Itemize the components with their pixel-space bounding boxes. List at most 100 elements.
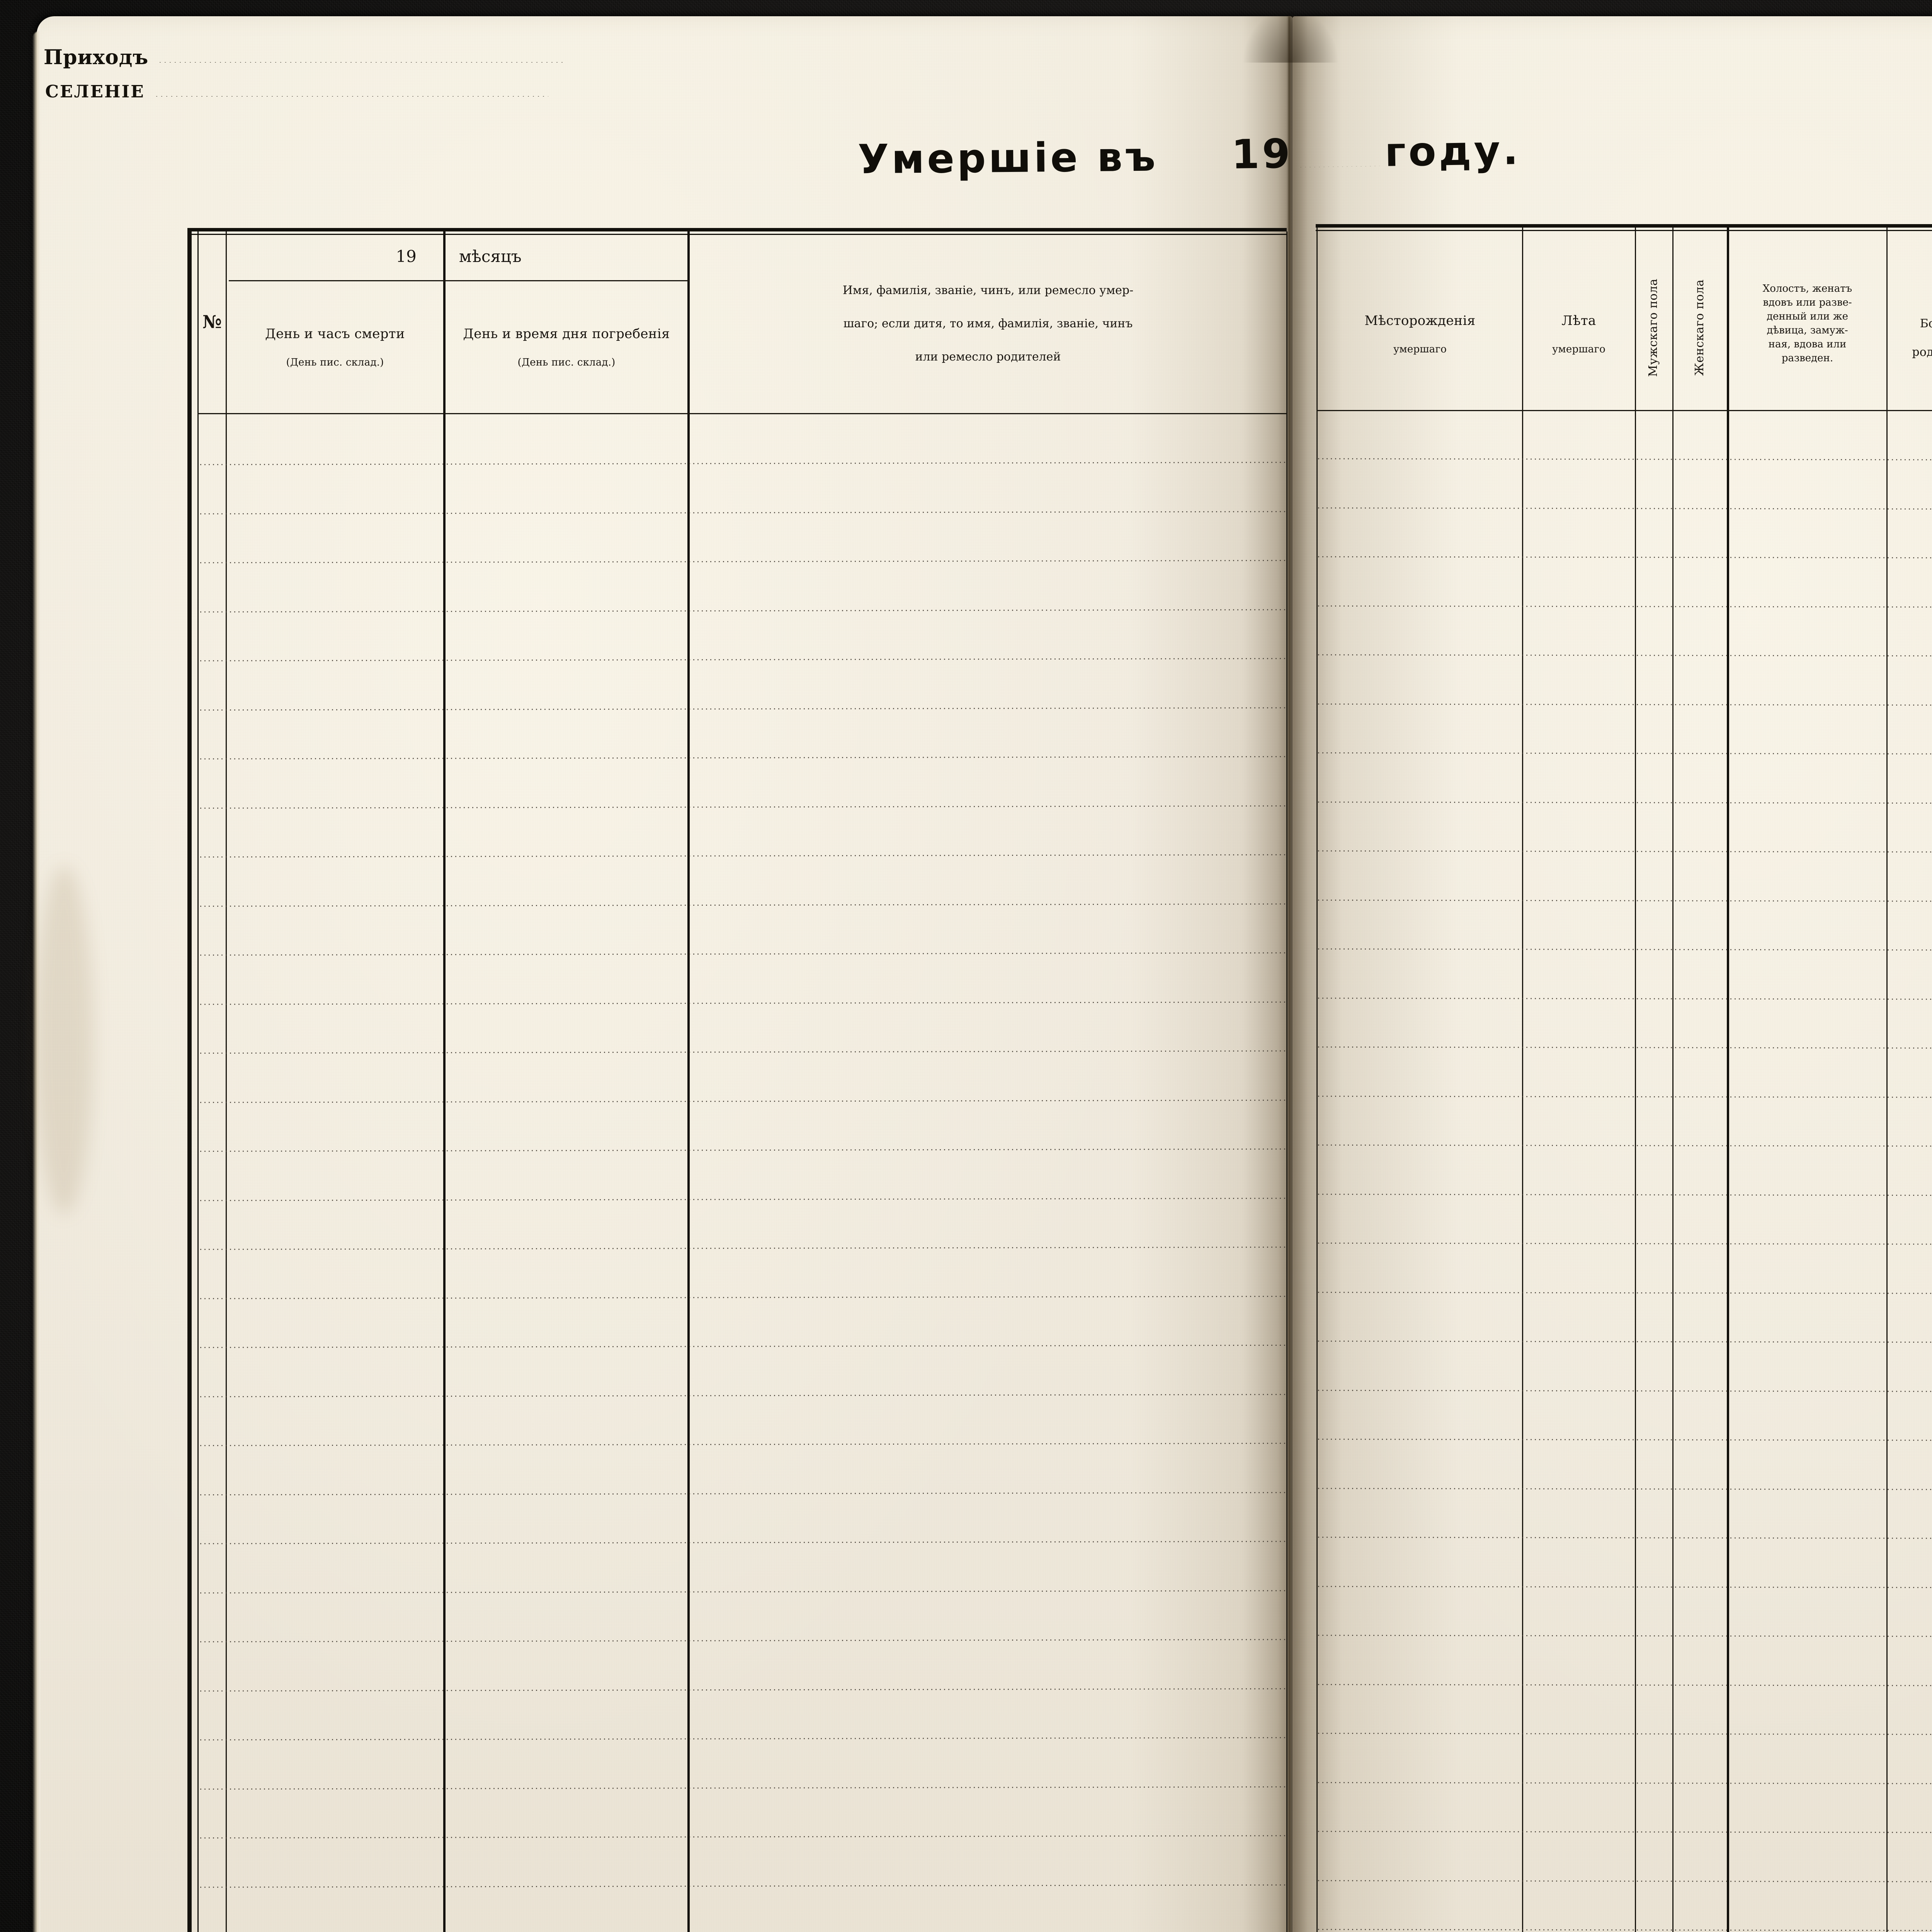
record-row-separator xyxy=(1316,1193,1932,1197)
vrule-after-age xyxy=(1635,228,1636,1932)
record-row-separator xyxy=(198,1491,1286,1496)
header-age: Лѣта умершаго xyxy=(1552,313,1606,355)
record-row-separator xyxy=(198,510,1286,515)
header-marital-status: Холостъ, женатъ вдовъ или разве- денный … xyxy=(1762,283,1852,364)
record-row-separator xyxy=(198,706,1286,711)
vrule-after-death-date xyxy=(443,231,446,1932)
record-row-separator xyxy=(198,1148,1286,1153)
record-row-separator xyxy=(1316,1781,1932,1785)
vrule-after-birthplace xyxy=(1522,228,1523,1932)
record-row-separator xyxy=(1316,703,1932,707)
header-illness-cause-of-death: Болѣзнь и родъ смерти xyxy=(1912,316,1932,359)
vrule-table-right-start xyxy=(1316,228,1318,1932)
header-female-sex: Женскаго пола xyxy=(1692,279,1706,376)
record-row-separator xyxy=(1316,1046,1932,1050)
record-row-separator xyxy=(1316,1732,1932,1736)
table-left-inner-rule xyxy=(197,231,199,1932)
record-row-separator xyxy=(198,1540,1286,1545)
header-death-day-hour: День и часъ смерти (День пис. склад.) xyxy=(265,326,405,369)
register-table-left: 19 мѣсяцъ № День и часъ смерти (День пис… xyxy=(187,228,1287,1932)
register-table-right: Мѣсторожденія умершаго Лѣта умершаго Муж… xyxy=(1316,224,1932,1932)
record-row-separator xyxy=(198,559,1286,564)
record-row-separator xyxy=(198,755,1286,760)
record-row-separator xyxy=(198,1835,1286,1839)
record-row-separator xyxy=(1316,605,1932,609)
record-row-separator xyxy=(198,1687,1286,1692)
header-bottom-rule-right xyxy=(1316,410,1932,411)
record-row-separator xyxy=(1316,1389,1932,1393)
header-number-column: № xyxy=(202,311,222,333)
record-row-separator xyxy=(1316,1683,1932,1687)
record-row-separator xyxy=(198,1589,1286,1594)
record-row-separator xyxy=(198,1638,1286,1643)
page-title-year-prefix: 19 xyxy=(1231,130,1293,178)
vrule-after-number xyxy=(226,231,227,1932)
village-label: СЕЛЕНІЕ xyxy=(45,82,145,102)
month-band-label: мѣсяцъ xyxy=(459,247,522,266)
vrule-after-marital-status xyxy=(1886,228,1888,1932)
header-male-sex: Мужскаго пола xyxy=(1646,278,1660,377)
record-row-separator xyxy=(1316,1144,1932,1148)
month-band: 19 мѣсяцъ xyxy=(229,233,689,279)
vrule-after-female xyxy=(1727,228,1729,1932)
record-row-separator xyxy=(198,1884,1286,1888)
record-row-separator xyxy=(198,1197,1286,1202)
record-row-separator xyxy=(1316,1291,1932,1295)
village-line: СЕЛЕНІЕ xyxy=(45,82,548,102)
vrule-after-burial-date xyxy=(687,231,690,1932)
parish-label: Приходъ xyxy=(44,46,149,69)
record-row-separator xyxy=(198,1099,1286,1104)
record-row-separator xyxy=(1316,1536,1932,1540)
record-row-separator xyxy=(198,952,1286,956)
record-row-separator xyxy=(198,1786,1286,1790)
record-row-separator xyxy=(198,1050,1286,1054)
record-row-separator xyxy=(1316,997,1932,1001)
record-row-separator xyxy=(198,804,1286,809)
record-row-separator xyxy=(198,1736,1286,1741)
page-title-part2: году. xyxy=(1384,126,1521,176)
parish-line: Приходъ xyxy=(44,46,564,69)
header-birthplace: Мѣсторожденія умершаго xyxy=(1364,313,1476,355)
record-row-separator xyxy=(198,608,1286,613)
record-row-separator xyxy=(1316,457,1932,462)
record-row-separator xyxy=(198,1344,1286,1349)
record-row-separator xyxy=(1316,850,1932,854)
record-row-separator xyxy=(1316,1242,1932,1246)
record-row-separator xyxy=(1316,1879,1932,1883)
record-row-separator xyxy=(198,903,1286,907)
deckled-edge-left xyxy=(32,31,40,1932)
page-title: Умершіе въ 19 году. xyxy=(857,124,1701,184)
header-name-rank-occupation: Имя, фамилія, званіе, чинъ, или ремесло … xyxy=(842,283,1134,364)
record-row-separator xyxy=(198,854,1286,858)
record-row-separator xyxy=(198,1246,1286,1250)
record-row-separator xyxy=(1316,1095,1932,1099)
parish-fill-rule[interactable] xyxy=(158,60,564,63)
record-row-separator xyxy=(1316,752,1932,756)
record-row-separator xyxy=(1316,1585,1932,1589)
page-title-part1: Умершіе въ xyxy=(857,133,1158,183)
record-row-separator xyxy=(1316,1340,1932,1344)
record-row-separator xyxy=(1316,1928,1932,1932)
record-row-separator xyxy=(1316,948,1932,952)
record-row-separator xyxy=(1316,801,1932,805)
record-row-separator xyxy=(1316,1830,1932,1834)
record-row-separator xyxy=(198,657,1286,662)
record-row-separator xyxy=(1316,507,1932,511)
record-row-separator xyxy=(198,461,1286,466)
record-row-separator xyxy=(1316,556,1932,560)
record-row-separator xyxy=(1316,899,1932,903)
record-row-separator xyxy=(198,1295,1286,1299)
record-row-separator xyxy=(198,1001,1286,1005)
record-row-separator xyxy=(198,1393,1286,1398)
printed-content: Приходъ СЕЛЕНІЕ Умершіе въ 19 году. 19 xyxy=(37,16,1932,1932)
year-fill-rule[interactable] xyxy=(1298,163,1380,168)
village-fill-rule[interactable] xyxy=(154,94,548,97)
record-row-separator xyxy=(1316,1487,1932,1491)
vrule-table-left-end xyxy=(1286,231,1287,1932)
record-row-separator xyxy=(198,1442,1286,1447)
header-burial-day-time: День и время дня погребенія (День пис. с… xyxy=(463,326,670,369)
record-row-separator xyxy=(1316,1438,1932,1442)
header-bottom-rule-left xyxy=(197,413,1287,414)
month-band-divider xyxy=(229,280,689,281)
record-row-separator xyxy=(1316,654,1932,658)
